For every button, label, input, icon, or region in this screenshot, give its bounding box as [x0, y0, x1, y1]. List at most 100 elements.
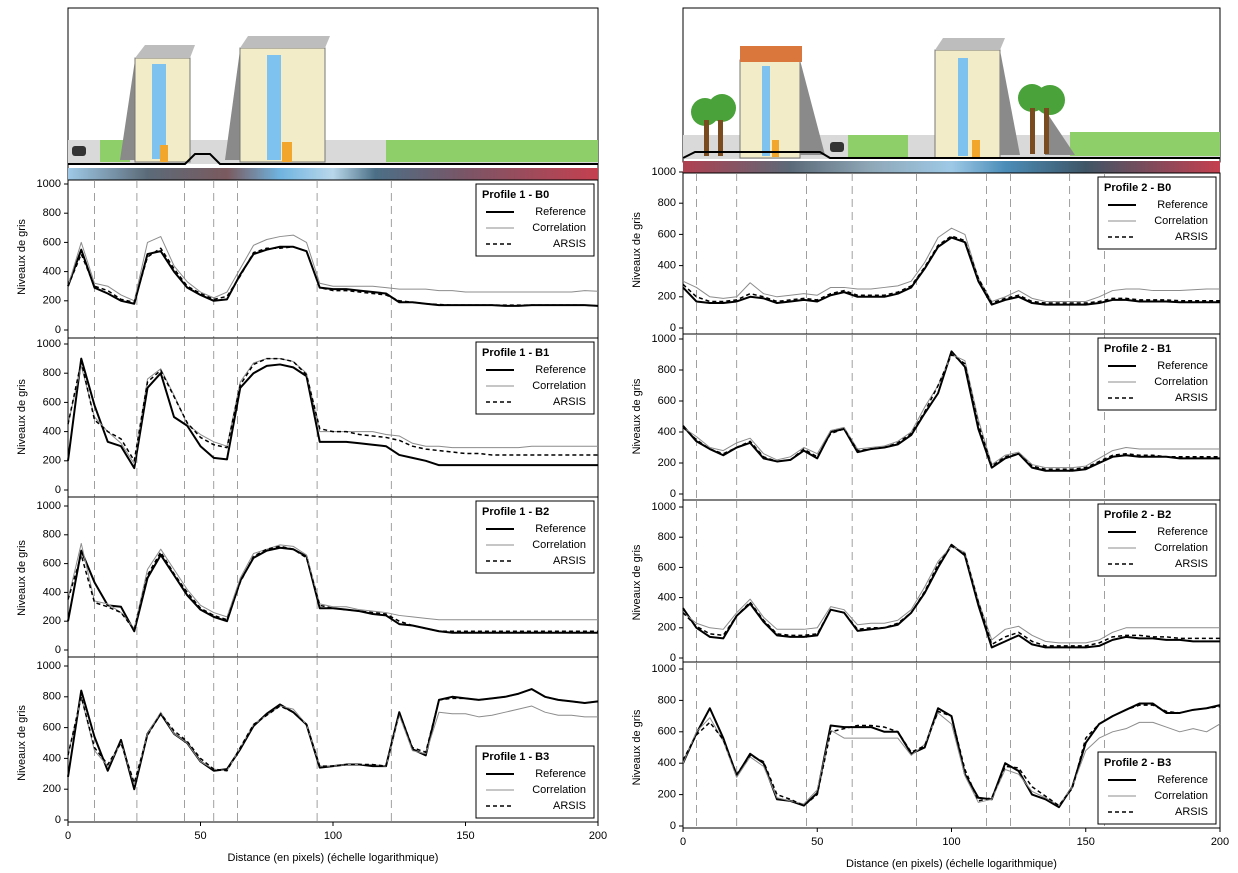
- y-axis-label: Niveaux de gris: [631, 212, 643, 288]
- legend-title: Profile 2 - B3: [1104, 757, 1171, 769]
- legend-title: Profile 1 - B0: [482, 189, 549, 201]
- x-tick-label: 50: [811, 836, 823, 848]
- y-tick-label: 0: [55, 324, 61, 336]
- series-line: [682, 704, 1221, 807]
- series-line: [67, 246, 599, 307]
- chart-panel: 0 200 400 600 800 1000 Niveaux de gris Profile …: [16, 178, 599, 339]
- y-axis-label: Niveaux de gris: [16, 540, 28, 616]
- y-tick-label: 600: [43, 722, 61, 734]
- y-tick-label: 600: [658, 561, 676, 573]
- y-axis-label: Niveaux de gris: [631, 378, 643, 454]
- series-line: [682, 236, 1220, 306]
- y-tick-label: 0: [55, 814, 61, 826]
- y-axis-label: Niveaux de gris: [631, 544, 643, 620]
- y-tick-label: 0: [55, 644, 61, 656]
- y-tick-label: 200: [43, 783, 61, 795]
- series-line: [682, 227, 1220, 302]
- legend: Profile 1 - B2 Reference Correlation ARSIS: [475, 500, 595, 574]
- legend: Profile 2 - B0 Reference Correlation ARSIS: [1097, 176, 1217, 250]
- x-tick-label: 0: [65, 830, 71, 842]
- legend-label: Reference: [1157, 360, 1208, 372]
- x-tick-label: 0: [680, 836, 686, 848]
- x-axis-label: Distance (en pixels) (échelle logarithmi…: [228, 852, 439, 864]
- y-tick-label: 1000: [37, 338, 61, 350]
- legend-label: ARSIS: [1175, 231, 1208, 243]
- y-axis-label: Niveaux de gris: [16, 705, 28, 781]
- x-tick-label: 100: [324, 830, 342, 842]
- legend-label: Reference: [1157, 526, 1208, 538]
- y-tick-label: 600: [658, 726, 676, 738]
- legend-box: [1097, 751, 1217, 825]
- legend-label: ARSIS: [1175, 558, 1208, 570]
- scene-right: [682, 7, 1221, 173]
- x-axis-label: Distance (en pixels) (échelle logarithmi…: [846, 858, 1057, 870]
- legend-title: Profile 2 - B0: [1104, 182, 1171, 194]
- series-line: [67, 245, 599, 307]
- chart-panel: 0 200 400 600 800 1000 Niveaux de gris Profile …: [631, 166, 1221, 335]
- legend-label: Reference: [535, 768, 586, 780]
- legend: Profile 1 - B1 Reference Correlation ARSIS: [475, 341, 595, 415]
- legend-label: ARSIS: [553, 396, 586, 408]
- series-line: [67, 357, 598, 462]
- legend-label: Reference: [535, 523, 586, 535]
- y-axis-label: Niveaux de gris: [631, 709, 643, 785]
- y-tick-label: 200: [43, 295, 61, 307]
- y-tick-label: 400: [43, 426, 61, 438]
- y-tick-label: 1000: [652, 333, 676, 345]
- chart-panel: 0 200 400 600 800 1000 0 50 100 150 200 Distance (e…: [631, 661, 1229, 870]
- legend-label: Correlation: [1154, 215, 1208, 227]
- legend-label: Correlation: [1154, 542, 1208, 554]
- series-line: [67, 545, 598, 633]
- chart-panel: 0 200 400 600 800 1000 Niveaux de gris Profile …: [631, 333, 1221, 501]
- legend-label: Correlation: [532, 539, 586, 551]
- legend-title: Profile 1 - B2: [482, 506, 549, 518]
- legend: Profile 2 - B1 Reference Correlation ARSIS: [1097, 337, 1217, 411]
- chart-panel: 0 200 400 600 800 1000 0 50 100 150 200 Distance (e…: [16, 656, 607, 864]
- y-tick-label: 200: [658, 457, 676, 469]
- chart-panel: 0 200 400 600 800 1000 Niveaux de gris Profile …: [16, 496, 599, 658]
- y-tick-label: 1000: [652, 663, 676, 675]
- y-tick-label: 800: [658, 531, 676, 543]
- legend-label: Correlation: [1154, 790, 1208, 802]
- legend-label: Reference: [535, 364, 586, 376]
- series-line: [682, 545, 1220, 647]
- y-tick-label: 600: [658, 228, 676, 240]
- legend: Profile 1 - B0 Reference Correlation ARSIS: [475, 183, 595, 257]
- x-tick-label: 150: [1077, 836, 1095, 848]
- y-tick-label: 1000: [37, 500, 61, 512]
- y-tick-label: 800: [658, 197, 676, 209]
- legend-label: Correlation: [532, 784, 586, 796]
- y-tick-label: 800: [658, 694, 676, 706]
- y-tick-label: 800: [658, 364, 676, 376]
- y-tick-label: 0: [670, 820, 676, 832]
- legend-title: Profile 2 - B1: [1104, 343, 1171, 355]
- y-tick-label: 400: [658, 757, 676, 769]
- y-axis-label: Niveaux de gris: [16, 379, 28, 455]
- legend-label: Correlation: [532, 222, 586, 234]
- y-tick-label: 200: [658, 789, 676, 801]
- y-tick-label: 200: [658, 291, 676, 303]
- y-tick-label: 800: [43, 529, 61, 541]
- y-tick-label: 600: [43, 236, 61, 248]
- series-line: [682, 543, 1220, 649]
- series-line: [67, 546, 598, 634]
- legend-label: ARSIS: [1175, 806, 1208, 818]
- legend-label: ARSIS: [1175, 392, 1208, 404]
- y-tick-label: 400: [658, 426, 676, 438]
- scene-left: [67, 7, 599, 181]
- x-tick-label: 150: [456, 830, 474, 842]
- y-tick-label: 400: [43, 266, 61, 278]
- x-tick-label: 200: [1211, 836, 1229, 848]
- x-tick-label: 200: [589, 830, 607, 842]
- series-line: [682, 712, 1221, 807]
- y-tick-label: 0: [670, 652, 676, 664]
- legend: Profile 2 - B3 Reference Correlation ARSIS: [1097, 751, 1217, 825]
- legend-label: Correlation: [532, 380, 586, 392]
- y-tick-label: 1000: [652, 166, 676, 178]
- y-tick-label: 200: [43, 455, 61, 467]
- legend-label: Reference: [535, 206, 586, 218]
- legend-title: Profile 2 - B2: [1104, 509, 1171, 521]
- y-tick-label: 0: [670, 488, 676, 500]
- y-tick-label: 400: [43, 752, 61, 764]
